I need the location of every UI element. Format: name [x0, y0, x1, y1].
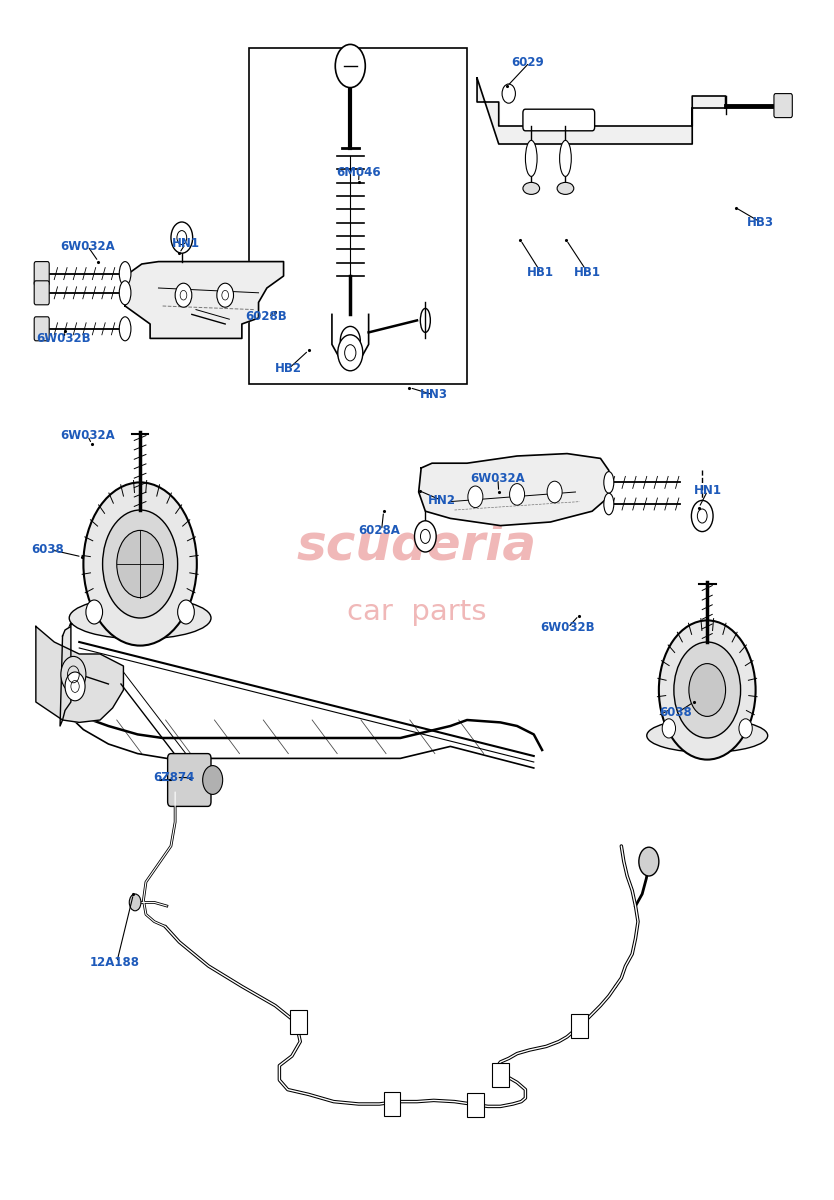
Text: HN2: HN2	[428, 494, 456, 506]
Text: 6W032A: 6W032A	[60, 430, 115, 442]
Ellipse shape	[119, 281, 131, 305]
Circle shape	[86, 600, 103, 624]
Ellipse shape	[646, 719, 767, 752]
Ellipse shape	[525, 140, 537, 176]
Circle shape	[338, 335, 363, 371]
Circle shape	[175, 283, 192, 307]
Circle shape	[502, 84, 515, 103]
Polygon shape	[477, 78, 726, 144]
Ellipse shape	[604, 472, 614, 493]
Ellipse shape	[604, 493, 614, 515]
Circle shape	[510, 484, 525, 505]
Ellipse shape	[69, 596, 211, 638]
Text: HB1: HB1	[527, 266, 554, 278]
FancyBboxPatch shape	[34, 281, 49, 305]
Circle shape	[65, 672, 85, 701]
Text: 6038: 6038	[32, 544, 64, 556]
FancyBboxPatch shape	[34, 262, 49, 286]
Circle shape	[662, 719, 676, 738]
Circle shape	[178, 600, 194, 624]
Ellipse shape	[523, 182, 540, 194]
Circle shape	[739, 719, 752, 738]
Ellipse shape	[420, 308, 430, 332]
Text: 6028A: 6028A	[359, 524, 400, 536]
Circle shape	[414, 521, 436, 552]
Text: HN1: HN1	[172, 238, 200, 250]
Circle shape	[639, 847, 659, 876]
Text: HB3: HB3	[746, 216, 773, 228]
Bar	[290, 1010, 307, 1034]
Bar	[571, 1014, 588, 1038]
Ellipse shape	[560, 140, 571, 176]
Circle shape	[547, 481, 562, 503]
Circle shape	[689, 664, 726, 716]
Text: HN3: HN3	[420, 389, 448, 401]
Bar	[249, 48, 467, 384]
Text: 6Z874: 6Z874	[153, 772, 195, 784]
Text: HB2: HB2	[275, 362, 302, 374]
Polygon shape	[60, 626, 71, 726]
Text: scuderia: scuderia	[297, 522, 537, 570]
Text: 6029: 6029	[511, 56, 544, 68]
Circle shape	[103, 510, 178, 618]
Text: 12A188: 12A188	[89, 956, 139, 968]
Text: HN1: HN1	[694, 485, 722, 497]
FancyBboxPatch shape	[523, 109, 595, 131]
Circle shape	[468, 486, 483, 508]
Circle shape	[340, 326, 360, 355]
Ellipse shape	[557, 182, 574, 194]
Circle shape	[659, 620, 756, 760]
Bar	[384, 1092, 400, 1116]
Ellipse shape	[119, 317, 131, 341]
FancyBboxPatch shape	[34, 317, 49, 341]
Text: 6W032B: 6W032B	[540, 622, 595, 634]
Text: 6038: 6038	[659, 707, 691, 719]
Text: 6028B: 6028B	[245, 311, 287, 323]
Text: 6W032A: 6W032A	[60, 240, 115, 252]
Circle shape	[691, 500, 713, 532]
Text: 6M046: 6M046	[336, 167, 381, 179]
Polygon shape	[419, 454, 609, 526]
Circle shape	[674, 642, 741, 738]
Circle shape	[61, 656, 86, 692]
Circle shape	[83, 482, 197, 646]
FancyBboxPatch shape	[168, 754, 211, 806]
Text: HB1: HB1	[574, 266, 600, 278]
Polygon shape	[125, 262, 284, 338]
FancyBboxPatch shape	[774, 94, 792, 118]
Circle shape	[171, 222, 193, 253]
Text: car  parts: car parts	[347, 598, 487, 626]
Bar	[467, 1093, 484, 1117]
Circle shape	[335, 44, 365, 88]
Bar	[492, 1063, 509, 1087]
Ellipse shape	[119, 262, 131, 286]
Polygon shape	[36, 626, 123, 722]
Text: 6W032B: 6W032B	[37, 332, 91, 344]
Circle shape	[129, 894, 141, 911]
Circle shape	[117, 530, 163, 598]
Text: 6W032A: 6W032A	[470, 473, 525, 485]
Circle shape	[203, 766, 223, 794]
Circle shape	[217, 283, 234, 307]
